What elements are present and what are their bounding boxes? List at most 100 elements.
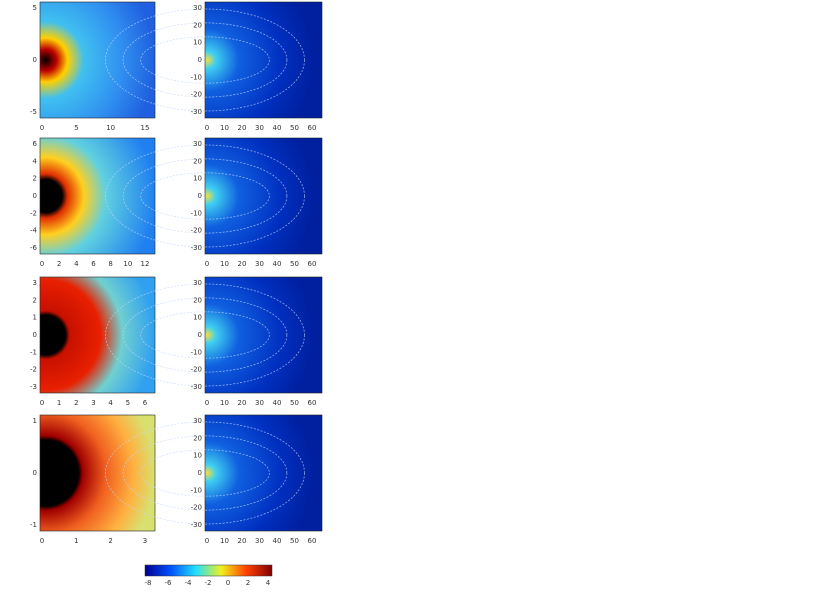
field-line [140,311,270,359]
x-tick-label: 30 [255,537,264,545]
y-tick-label: 0 [198,331,202,339]
y-tick-label: -3 [30,383,37,391]
x-tick-label: 5 [126,399,130,407]
y-tick-label: 1 [33,314,37,322]
field-line [122,297,288,373]
y-tick-label: 0 [198,56,202,64]
y-tick-label: 10 [193,452,202,460]
field-line [105,144,305,248]
heatmap-panel [204,276,323,394]
y-tick-label: 0 [198,192,202,200]
x-tick-label: 0 [40,537,44,545]
x-tick-label: 2 [57,260,61,268]
y-tick-label: -20 [191,227,202,235]
x-tick-label: 30 [255,124,264,132]
x-tick-label: 40 [273,124,282,132]
x-tick-label: 5 [74,124,78,132]
y-tick-label: 20 [193,296,202,304]
x-tick-label: 2 [74,399,78,407]
y-tick-label: -1 [30,521,37,529]
y-tick-label: -6 [30,244,38,252]
heatmap-panel [39,137,156,255]
y-tick-label: -2 [30,366,37,374]
x-tick-label: 6 [91,260,96,268]
x-tick-label: 1 [57,399,61,407]
field-line [105,421,305,525]
x-tick-label: 3 [143,537,147,545]
x-tick-label: 10 [106,124,115,132]
y-tick-label: 30 [193,417,202,425]
x-tick-label: 40 [273,260,282,268]
x-tick-label: 0 [40,124,44,132]
heatmap-panel [204,1,323,119]
field-line [140,172,270,220]
y-tick-label: -30 [191,244,202,252]
y-tick-label: 30 [193,4,202,12]
x-tick-label: 6 [143,399,148,407]
x-tick-label: 60 [308,399,317,407]
x-tick-label: 10 [220,537,229,545]
x-tick-label: 60 [308,537,317,545]
x-tick-label: 20 [238,537,247,545]
x-tick-label: 0 [40,399,44,407]
y-tick-label: -30 [191,521,202,529]
y-tick-label: -20 [191,91,202,99]
heatmap-panel [204,414,323,532]
y-tick-label: 10 [193,39,202,47]
colorbar-tick-label: -6 [165,579,173,587]
x-tick-label: 0 [205,260,209,268]
field-line [140,449,270,497]
y-tick-label: 4 [33,157,38,165]
y-tick-label: 5 [33,4,37,12]
x-tick-label: 0 [40,260,44,268]
x-tick-label: 0 [205,399,209,407]
y-tick-label: -2 [30,209,37,217]
x-tick-label: 20 [238,399,247,407]
y-tick-label: 0 [198,469,202,477]
y-tick-label: -20 [191,366,202,374]
y-tick-label: 10 [193,314,202,322]
x-tick-label: 4 [74,260,79,268]
field-line [105,8,305,112]
y-tick-label: -10 [191,348,202,356]
y-tick-label: -30 [191,383,202,391]
x-tick-label: 10 [220,260,229,268]
y-tick-label: -30 [191,108,202,116]
y-tick-label: -20 [191,504,202,512]
y-tick-label: 0 [33,56,37,64]
x-tick-label: 10 [220,124,229,132]
x-tick-label: 60 [308,124,317,132]
y-tick-label: 3 [33,279,37,287]
y-tick-label: -10 [191,73,202,81]
y-tick-label: 2 [33,175,37,183]
heatmap-panel [39,276,156,394]
x-tick-label: 30 [255,399,264,407]
x-tick-label: 30 [255,260,264,268]
colorbar-tick-label: -8 [145,579,152,587]
x-tick-label: 0 [205,124,209,132]
x-tick-label: 60 [308,260,317,268]
x-tick-label: 10 [220,399,229,407]
x-tick-label: 0 [205,537,209,545]
x-tick-label: 40 [273,537,282,545]
y-tick-label: 0 [33,469,37,477]
x-tick-label: 10 [123,260,132,268]
x-tick-label: 50 [290,399,299,407]
x-tick-label: 1 [74,537,78,545]
y-tick-label: 20 [193,434,202,442]
y-tick-label: -10 [191,209,202,217]
x-tick-label: 4 [108,399,113,407]
x-tick-label: 15 [141,124,150,132]
y-tick-label: 2 [33,296,37,304]
y-tick-label: -5 [30,108,37,116]
x-tick-label: 50 [290,260,299,268]
colorbar [144,564,273,577]
heatmap-panel [204,137,323,255]
x-tick-label: 3 [91,399,95,407]
x-tick-label: 50 [290,537,299,545]
heatmap-panel [39,414,156,532]
y-tick-label: 1 [33,417,37,425]
colorbar-tick-label: -2 [205,579,212,587]
